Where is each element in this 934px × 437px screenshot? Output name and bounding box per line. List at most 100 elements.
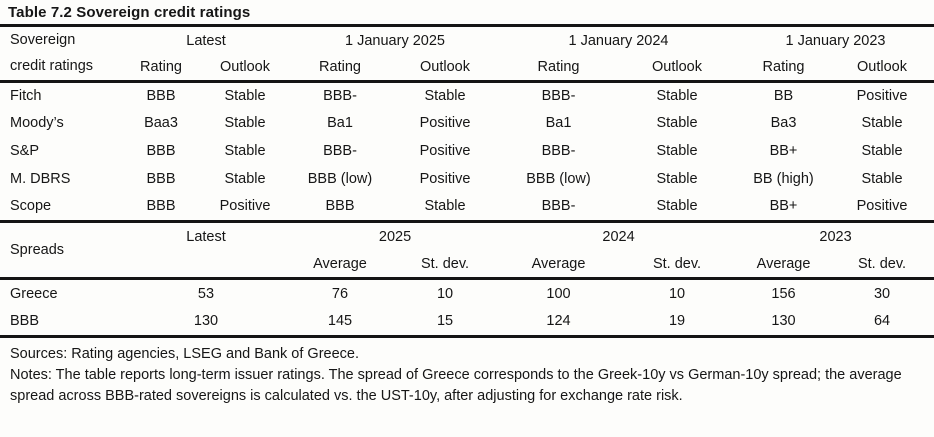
ratings-header-row-groups: Sovereign credit ratings Latest 1 Januar…	[0, 27, 934, 83]
subheader-stdev: St. dev.	[830, 250, 934, 280]
spreads-header-row-sub: Average St. dev. Average St. dev. Averag…	[0, 250, 934, 280]
outlook-cell: Stable	[656, 87, 698, 104]
notes-line: Notes: The table reports long-term issue…	[10, 367, 902, 404]
spread-value: 10	[436, 285, 454, 302]
subheader-outlook: Outlook	[200, 54, 290, 83]
outlook-cell: Positive	[856, 87, 908, 104]
rating-cell: Baa3	[144, 115, 178, 131]
subheader-outlook: Outlook	[390, 54, 500, 83]
rating-cell: BBB-	[541, 87, 576, 104]
subheader-outlook: Outlook	[830, 54, 934, 83]
table-footnotes: Sources: Rating agencies, LSEG and Bank …	[0, 338, 934, 407]
outlook-cell: Positive	[830, 193, 934, 223]
outlook-cell: Positive	[419, 143, 471, 159]
rating-cell: BBB	[122, 193, 200, 223]
year-header-2025: 2025	[378, 228, 412, 245]
outlook-cell: Stable	[656, 115, 698, 131]
outlook-cell: Stable	[224, 87, 266, 104]
rating-cell: BBB	[146, 171, 176, 187]
spreads-header-row-groups: Spreads Latest 2025 2024 2023	[0, 222, 934, 280]
subheader-average: Average	[500, 250, 618, 280]
outlook-cell: Stable	[656, 143, 698, 159]
subheader-rating: Rating	[290, 54, 390, 83]
rating-cell: BBB-	[500, 193, 617, 223]
spreads-latest-empty-subcell	[122, 250, 290, 280]
ratings-table: Sovereign credit ratings Latest 1 Januar…	[0, 27, 934, 223]
subheader-outlook: Outlook	[617, 54, 737, 83]
rating-cell: BB	[773, 87, 794, 104]
spread-value: 15	[390, 307, 501, 338]
spread-row-name: Greece	[10, 285, 58, 302]
group-header-latest: Latest	[186, 32, 226, 49]
spread-value: 145	[290, 307, 390, 338]
table-row: Scope BBB Positive BBB Stable BBB- Stabl…	[0, 193, 934, 223]
spread-value: 10	[668, 285, 686, 302]
outlook-cell: Stable	[617, 193, 737, 223]
rating-cell: BBB-	[323, 143, 357, 159]
rating-cell: BBB-	[541, 143, 576, 159]
subheader-rating: Rating	[122, 54, 200, 83]
spread-value: 156	[771, 285, 796, 302]
outlook-cell: Positive	[419, 115, 471, 131]
rating-cell: BB+	[769, 143, 798, 159]
table-title: Table 7.2 Sovereign credit ratings	[0, 0, 934, 27]
spread-value: 19	[617, 307, 738, 338]
outlook-cell: Stable	[861, 171, 903, 187]
ratings-header-row-sub: Rating Outlook Rating Outlook Rating Out…	[0, 54, 934, 83]
agency-name: M. DBRS	[10, 171, 71, 187]
rating-cell: BBB-	[323, 87, 357, 104]
outlook-cell: Stable	[656, 171, 698, 187]
spreads-corner-label: Spreads	[0, 222, 122, 280]
outlook-cell: Stable	[224, 171, 266, 187]
rating-cell: Ba1	[327, 115, 353, 131]
spread-row-name: BBB	[0, 307, 122, 338]
table-row: Fitch BBB Stable BBB- Stable BBB- Stable…	[0, 81, 934, 109]
outlook-cell: Stable	[861, 143, 903, 159]
subheader-average: Average	[290, 250, 390, 280]
outlook-cell: Stable	[224, 143, 266, 159]
table-row: Moody’s Baa3 Stable Ba1 Positive Ba1 Sta…	[0, 109, 934, 137]
agency-name: Fitch	[10, 87, 42, 104]
group-header-jan-2025: 1 January 2025	[345, 32, 445, 49]
ratings-corner-label: Sovereign credit ratings	[0, 27, 122, 83]
rating-cell: Ba1	[545, 115, 572, 131]
rating-cell: BBB (low)	[526, 171, 591, 187]
rating-cell: BB+	[737, 193, 830, 223]
table-row: M. DBRS BBB Stable BBB (low) Positive BB…	[0, 165, 934, 193]
spreads-latest-header: Latest	[186, 228, 226, 245]
report-table-sheet: Table 7.2 Sovereign credit ratings Sover…	[0, 0, 934, 407]
outlook-cell: Positive	[200, 193, 290, 223]
rating-cell: BBB	[146, 87, 176, 104]
agency-name: Scope	[0, 193, 122, 223]
outlook-cell: Stable	[224, 115, 266, 131]
subheader-average: Average	[737, 250, 831, 280]
spreads-table: Spreads Latest 2025 2024 2023 Average St…	[0, 222, 934, 338]
ratings-corner-line2: credit ratings	[10, 58, 94, 75]
year-header-2024: 2024	[602, 228, 635, 245]
spread-latest-value: 130	[122, 307, 290, 338]
table-row: Greece 53 76 10 100 10 156 30	[0, 279, 934, 308]
spread-value: 124	[500, 307, 618, 338]
group-header-jan-2023: 1 January 2023	[785, 32, 886, 49]
outlook-cell: Stable	[390, 193, 500, 223]
rating-cell: BBB	[290, 193, 390, 223]
agency-name: Moody’s	[10, 115, 64, 131]
year-header-2023: 2023	[819, 228, 852, 245]
rating-cell: BBB	[146, 143, 176, 159]
subheader-rating: Rating	[737, 54, 830, 83]
spread-latest-value: 53	[197, 285, 215, 302]
spread-value: 76	[331, 285, 349, 302]
rating-cell: BBB (low)	[307, 171, 373, 187]
spread-value: 100	[546, 285, 571, 302]
spread-value: 30	[873, 285, 891, 302]
spread-value: 130	[737, 307, 831, 338]
table-row: S&P BBB Stable BBB- Positive BBB- Stable…	[0, 137, 934, 165]
ratings-corner-line1: Sovereign	[10, 32, 76, 49]
agency-name: S&P	[10, 143, 40, 159]
outlook-cell: Stable	[861, 115, 903, 131]
outlook-cell: Positive	[419, 171, 471, 187]
rating-cell: BB (high)	[753, 171, 814, 187]
subheader-stdev: St. dev.	[617, 250, 738, 280]
subheader-rating: Rating	[500, 54, 617, 83]
spread-value: 64	[830, 307, 934, 338]
